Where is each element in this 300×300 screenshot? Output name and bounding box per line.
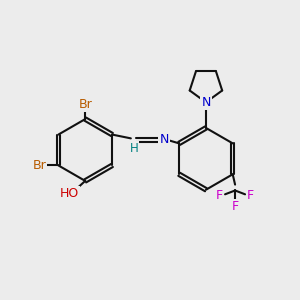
Text: Br: Br	[32, 159, 46, 172]
Text: F: F	[216, 189, 223, 202]
Text: F: F	[232, 200, 238, 213]
Text: Br: Br	[78, 98, 92, 111]
Text: F: F	[247, 189, 254, 202]
Text: HO: HO	[59, 187, 79, 200]
Text: H: H	[129, 142, 138, 154]
Text: N: N	[159, 133, 169, 146]
Text: H: H	[129, 142, 138, 155]
Text: N: N	[201, 96, 211, 109]
